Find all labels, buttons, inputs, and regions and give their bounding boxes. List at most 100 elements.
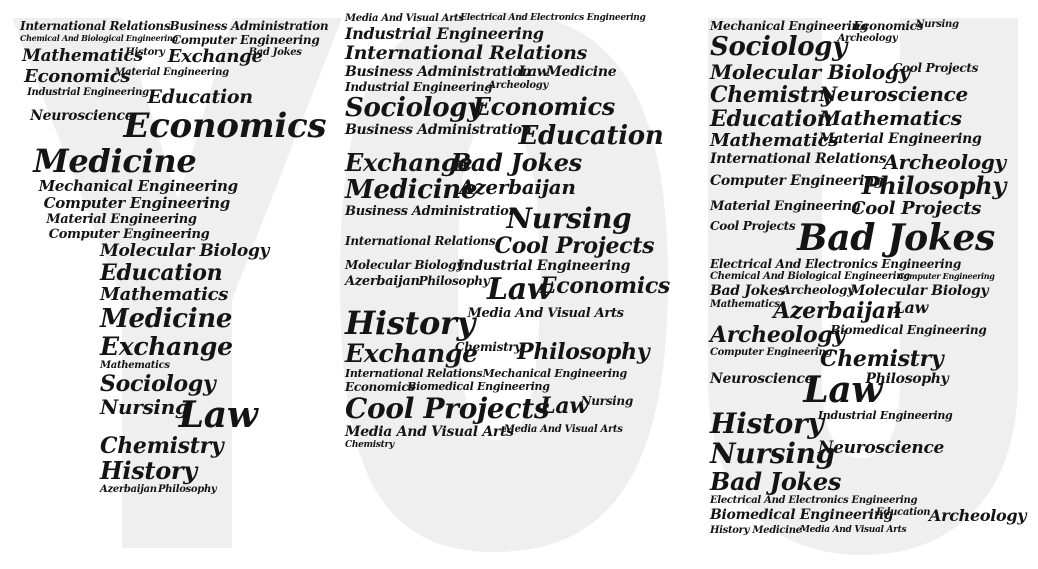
letter-y-word: Computer Engineering: [48, 227, 210, 242]
letter-o-word: Nursing: [580, 394, 634, 408]
letter-u-word: Mathematics: [818, 106, 962, 130]
letter-u-word: Bad Jokes: [710, 467, 842, 496]
letter-u-word: Biomedical Engineering: [830, 323, 987, 337]
letter-o-word: International Relations: [345, 42, 588, 64]
letter-o-word: Media And Visual Arts: [345, 13, 464, 24]
letter-y-word: Neuroscience: [30, 108, 134, 124]
letter-o-word: Exchange: [345, 148, 473, 177]
letter-u-shape: [708, 18, 1018, 555]
letter-o-word: History: [345, 304, 475, 342]
letter-u-word: Nursing: [915, 19, 959, 30]
letter-o-word: Molecular Biology: [345, 258, 463, 272]
letter-u-word: Cool Projects: [710, 219, 796, 233]
letter-o-word: Philosophy: [517, 339, 650, 365]
letter-u-word: Mathematics: [710, 130, 839, 151]
letter-u-word: History: [710, 525, 750, 536]
letter-u-word: Electrical And Electronics Engineering: [710, 495, 918, 506]
letter-y-word: Education: [100, 260, 223, 286]
letter-u-word: Philosophy: [861, 171, 1007, 200]
letter-y-word: Economics: [123, 106, 327, 146]
letter-u-word: Computer Engineering: [898, 271, 995, 281]
letter-u-word: Molecular Biology: [849, 283, 989, 299]
letter-o-word: International Relations: [345, 367, 483, 380]
letter-u-word: Education: [876, 507, 931, 518]
letter-u-word: Chemical And Biological Engineering: [710, 271, 910, 282]
letter-y-word: Chemical And Biological Engineering: [20, 33, 178, 43]
letter-y-word: Molecular Biology: [100, 241, 270, 261]
letter-y-word: History: [100, 456, 197, 485]
letter-o-word: Law: [487, 272, 553, 307]
letter-o-word: Chemistry: [345, 440, 394, 450]
letter-y-word: History: [125, 47, 165, 58]
letter-y-word: Nursing: [100, 395, 189, 419]
letter-o-word: Exchange: [345, 339, 478, 368]
letter-u-word: Mathematics: [710, 299, 780, 310]
letter-u-word: Archeology: [837, 33, 898, 44]
letter-y-word: Chemistry: [100, 433, 224, 459]
letter-u-word: Industrial Engineering: [817, 409, 953, 422]
letter-o-word: Mechanical Engineering: [482, 367, 628, 380]
letter-y-word: Bad Jokes: [248, 47, 302, 58]
letter-y-word: Education: [147, 86, 254, 108]
letter-u-word: Electrical And Electronics Engineering: [710, 257, 961, 271]
letter-o-word: Education: [518, 121, 664, 151]
letter-u-word: Molecular Biology: [710, 60, 910, 84]
letter-u-word: Neuroscience: [710, 371, 814, 387]
letter-u-word: Chemistry: [820, 346, 944, 372]
letter-o-word: Nursing: [506, 202, 632, 235]
letter-u-word: Law: [803, 369, 883, 411]
letter-o-word: Cool Projects: [494, 233, 655, 259]
letter-y-word: Material Engineering: [46, 212, 197, 227]
letter-u-word: Media And Visual Arts: [800, 525, 907, 535]
letter-o-word: Azerbaijan: [345, 274, 420, 289]
letter-y-word: International Relations: [20, 19, 171, 33]
letter-o-word: Bad Jokes: [450, 148, 582, 177]
letter-u-word: Cool Projects: [851, 198, 982, 219]
letter-o-word: Media And Visual Arts: [345, 424, 514, 440]
letter-u-word: Computer Engineering: [710, 347, 833, 358]
letter-u-word: Education: [710, 106, 833, 132]
letter-u-word: Azerbaijan: [773, 298, 902, 324]
letter-y-shape: [12, 18, 342, 548]
letter-y-word: Mathematics: [100, 360, 170, 371]
letter-o-word: Media And Visual Arts: [503, 424, 623, 435]
letter-u-word: Philosophy: [865, 371, 949, 387]
letter-u-word: Archeology: [883, 150, 1006, 174]
letter-u-word: Mechanical Engineering: [710, 19, 869, 33]
letter-y-word: Mechanical Engineering: [38, 177, 239, 195]
letter-u-word: Chemistry: [710, 82, 834, 108]
letter-u-word: Neuroscience: [818, 82, 968, 106]
letter-u-word: Computer Engineering: [710, 173, 884, 189]
letter-y-word: Law: [178, 394, 258, 436]
letter-u-word: Neuroscience: [817, 438, 945, 458]
letter-y-word: Industrial Engineering: [27, 87, 149, 98]
letter-o-word: Chemistry: [455, 340, 522, 354]
letter-o-word: Industrial Engineering: [457, 258, 631, 274]
letter-y-word: Sociology: [100, 371, 216, 397]
letter-o-word: Biomedical Engineering: [407, 380, 550, 393]
letter-o-word: Economics: [345, 380, 415, 394]
letter-y-word: Mathematics: [22, 46, 143, 66]
letter-y-word: Material Engineering: [114, 67, 229, 78]
letter-u-word: Bad Jokes: [797, 217, 996, 259]
letter-o-word: Business Administration: [345, 64, 532, 80]
letter-u-word: Material Engineering: [710, 199, 861, 214]
letter-o-word: Business Administration: [345, 204, 518, 219]
letter-y-word: Computer Engineering: [43, 194, 231, 212]
letter-o-word: Law: [540, 393, 589, 419]
letter-y-word: Medicine: [100, 304, 233, 334]
letter-o-word: Economics: [472, 92, 616, 121]
letter-o-word: International Relations: [345, 234, 496, 248]
letter-o-word: Azerbaijan: [459, 175, 576, 199]
letter-o-word: Sociology: [345, 93, 482, 123]
letter-u-word: History: [710, 407, 824, 440]
letter-y-word: Philosophy: [158, 484, 217, 495]
letter-o-word: Law: [518, 64, 549, 80]
letter-u-word: Material Engineering: [818, 131, 982, 147]
letter-o-word: Cool Projects: [345, 392, 550, 425]
letter-u-word: Archeology: [781, 283, 855, 297]
letter-o-word: Medicine: [345, 175, 478, 205]
letter-u-word: Archeology: [710, 322, 845, 348]
